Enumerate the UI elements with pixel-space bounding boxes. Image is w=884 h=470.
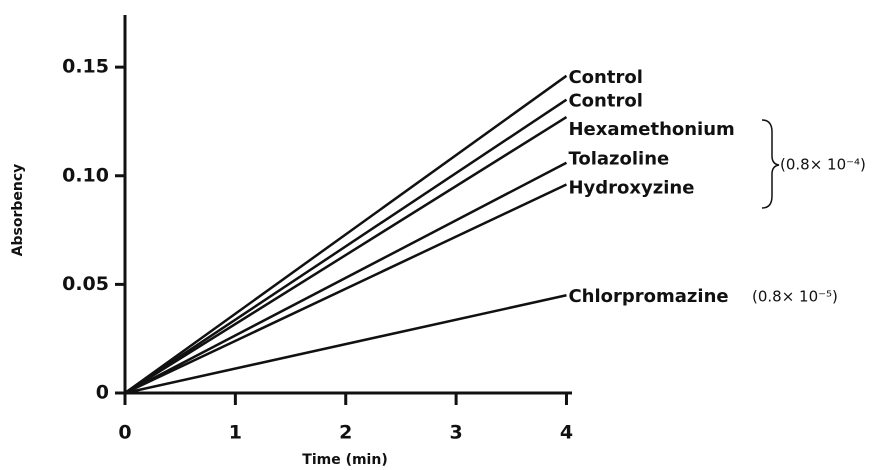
series-label: Tolazoline: [568, 149, 669, 170]
x-tick-label: 3: [449, 422, 462, 444]
series-label: Control: [568, 67, 642, 88]
line: [124, 98, 568, 395]
line: [124, 116, 568, 395]
brace: [761, 119, 780, 209]
line: [124, 161, 568, 395]
x-tick-label: 2: [339, 422, 352, 444]
y-tick-label: 0.10: [62, 164, 109, 186]
series-label: Hydroxyzine: [568, 177, 694, 198]
x-tick-label: 1: [229, 422, 242, 444]
y-tick-label: 0.05: [62, 273, 109, 295]
line: [124, 74, 568, 395]
y-axis-label: Absorbency: [10, 164, 26, 257]
y-tick-label: 0: [96, 382, 109, 404]
line: [124, 183, 568, 395]
x-tick-label: 0: [118, 422, 131, 444]
series-label: Chlorpromazine: [568, 286, 728, 307]
series-label: Hexamethonium: [568, 119, 734, 140]
series-label: Control: [568, 91, 642, 112]
annotation: (0.8× 10⁻⁵): [752, 288, 838, 306]
line: [124, 294, 567, 395]
x-tick-label: 4: [560, 422, 573, 444]
y-tick-label: 0.15: [62, 56, 109, 78]
annotation: (0.8× 10⁻⁴): [780, 156, 866, 174]
x-axis-label: Time (min): [302, 452, 387, 468]
